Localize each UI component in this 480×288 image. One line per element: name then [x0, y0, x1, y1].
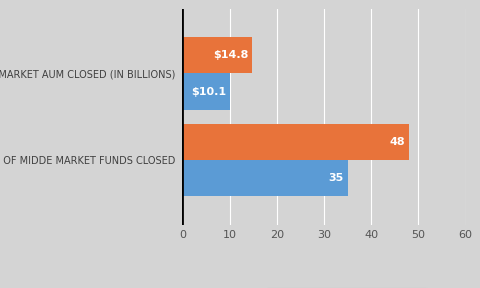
Text: 35: 35 [329, 173, 344, 183]
Text: $10.1: $10.1 [191, 87, 226, 96]
Bar [182, 124, 409, 160]
Bar [182, 73, 230, 110]
Text: $14.8: $14.8 [213, 50, 249, 60]
Text: 48: 48 [390, 137, 405, 147]
Bar [182, 37, 252, 73]
Bar [182, 160, 348, 196]
